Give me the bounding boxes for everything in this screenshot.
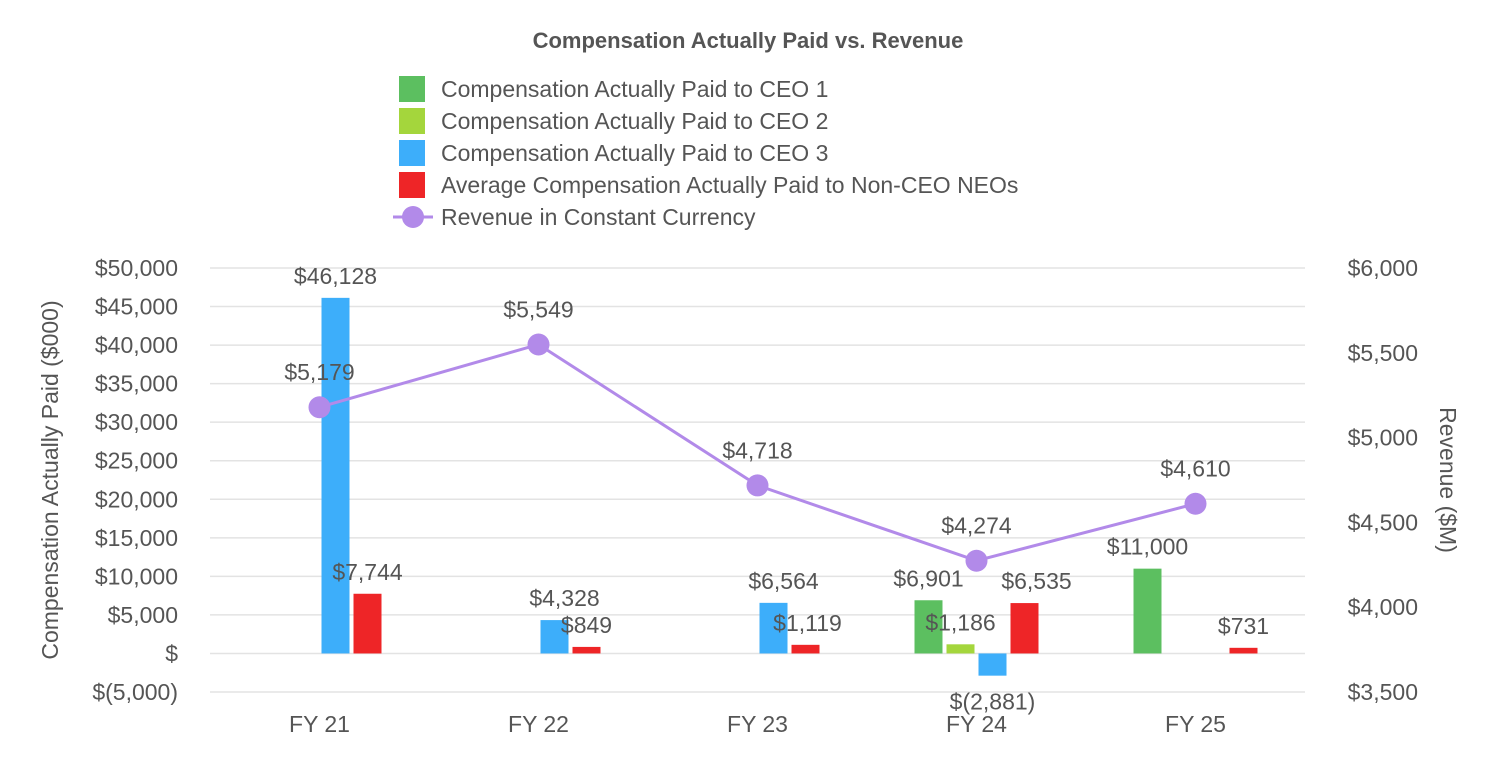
- y-tick-label: $(5,000): [92, 679, 178, 705]
- bar-data-label: $6,535: [1001, 568, 1071, 594]
- revenue-data-label: $5,549: [503, 296, 573, 322]
- bar-compensation-actually-paid-to-ceo-3: [978, 653, 1007, 676]
- bar-average-compensation-actually-paid-to-non-ceo-neos: [1229, 647, 1258, 654]
- y2-tick-label: $4,500: [1348, 509, 1418, 535]
- bar-data-label: $6,564: [748, 568, 819, 594]
- bar-data-label: $849: [561, 612, 612, 638]
- legend-swatch: [399, 172, 425, 198]
- legend-swatch: [399, 108, 425, 134]
- legend-item: Revenue in Constant Currency: [393, 204, 756, 230]
- y-tick-label: $50,000: [95, 255, 178, 281]
- y-tick-label: $20,000: [95, 486, 178, 512]
- y-tick-label: $35,000: [95, 371, 178, 397]
- legend-swatch: [399, 140, 425, 166]
- bars: [321, 297, 1258, 676]
- y2-tick-label: $3,500: [1348, 679, 1418, 705]
- bar-compensation-actually-paid-to-ceo-1: [914, 600, 943, 654]
- legend-item: Average Compensation Actually Paid to No…: [399, 172, 1018, 198]
- x-tick-label: FY 21: [289, 711, 350, 737]
- data-labels: $6,901 $11,000 $1,186 $46,128 $4,328 $6,564 $(…: [284, 263, 1269, 715]
- y-tick-label: $: [165, 640, 178, 666]
- revenue-data-label: $4,274: [941, 513, 1012, 539]
- bar-data-label: $6,901: [893, 565, 963, 591]
- legend-label: Compensation Actually Paid to CEO 3: [441, 140, 828, 166]
- bar-data-label: $4,328: [529, 585, 599, 611]
- bar-data-label: $1,186: [925, 609, 995, 635]
- x-tick-label: FY 25: [1165, 711, 1226, 737]
- revenue-data-label: $4,718: [722, 437, 792, 463]
- bar-data-label: $46,128: [294, 263, 377, 289]
- right-axis-title: Revenue ($M): [1435, 407, 1461, 553]
- legend: Compensation Actually Paid to CEO 1 Compe…: [393, 76, 1018, 230]
- bar-average-compensation-actually-paid-to-non-ceo-neos: [791, 644, 820, 654]
- revenue-point: [746, 474, 769, 497]
- bar-average-compensation-actually-paid-to-non-ceo-neos: [353, 593, 382, 654]
- legend-item: Compensation Actually Paid to CEO 1: [399, 76, 828, 102]
- bar-data-label: $11,000: [1107, 534, 1188, 560]
- bar-average-compensation-actually-paid-to-non-ceo-neos: [1010, 603, 1039, 654]
- revenue-line: [308, 333, 1207, 572]
- bar-compensation-actually-paid-to-ceo-1: [1133, 568, 1162, 654]
- y2-tick-label: $5,000: [1348, 425, 1418, 451]
- y2-tick-label: $4,000: [1348, 594, 1418, 620]
- bar-compensation-actually-paid-to-ceo-3: [759, 602, 788, 654]
- left-axis-title: Compensation Actually Paid ($000): [37, 300, 63, 659]
- x-tick-label: FY 23: [727, 711, 788, 737]
- revenue-point: [308, 396, 331, 419]
- y-tick-label: $15,000: [95, 525, 178, 551]
- chart-title: Compensation Actually Paid vs. Revenue: [533, 28, 964, 53]
- legend-label: Compensation Actually Paid to CEO 1: [441, 76, 828, 102]
- y-tick-label: $10,000: [95, 563, 178, 589]
- revenue-data-label: $5,179: [284, 359, 354, 385]
- legend-label: Average Compensation Actually Paid to No…: [441, 172, 1018, 198]
- left-axis-ticks: $50,000 $45,000 $40,000 $35,000 $30,000 $25,0…: [92, 255, 178, 705]
- y-tick-label: $30,000: [95, 409, 178, 435]
- legend-label: Revenue in Constant Currency: [441, 204, 756, 230]
- bar-average-compensation-actually-paid-to-non-ceo-neos: [572, 646, 601, 654]
- y-tick-label: $25,000: [95, 448, 178, 474]
- y2-tick-label: $6,000: [1348, 255, 1418, 281]
- bar-data-label: $731: [1218, 613, 1269, 639]
- y2-tick-label: $5,500: [1348, 340, 1418, 366]
- right-axis-ticks: $6,000 $5,500 $5,000 $4,500 $4,000 $3,500: [1348, 255, 1418, 705]
- x-tick-label: FY 22: [508, 711, 569, 737]
- x-tick-label: FY 24: [946, 711, 1007, 737]
- legend-swatch: [399, 76, 425, 102]
- revenue-point: [965, 549, 988, 572]
- revenue-data-label: $4,610: [1160, 456, 1230, 482]
- bar-data-label: $7,744: [332, 559, 403, 585]
- y-tick-label: $45,000: [95, 294, 178, 320]
- legend-item: Compensation Actually Paid to CEO 2: [399, 108, 828, 134]
- y-tick-label: $40,000: [95, 332, 178, 358]
- bar-compensation-actually-paid-to-ceo-3: [321, 297, 350, 654]
- legend-label: Compensation Actually Paid to CEO 2: [441, 108, 828, 134]
- bar-data-label: $(2,881): [950, 689, 1036, 715]
- bar-compensation-actually-paid-to-ceo-2: [946, 644, 975, 654]
- legend-marker: [402, 206, 424, 228]
- bar-compensation-actually-paid-to-ceo-3: [540, 620, 569, 654]
- y-tick-label: $5,000: [108, 602, 178, 628]
- bar-data-label: $1,119: [773, 610, 842, 636]
- revenue-point: [1184, 492, 1207, 515]
- legend-item: Compensation Actually Paid to CEO 3: [399, 140, 828, 166]
- gridlines: [210, 267, 1305, 693]
- x-axis-ticks: FY 21 FY 22 FY 23 FY 24 FY 25: [289, 711, 1226, 737]
- revenue-point: [527, 333, 550, 356]
